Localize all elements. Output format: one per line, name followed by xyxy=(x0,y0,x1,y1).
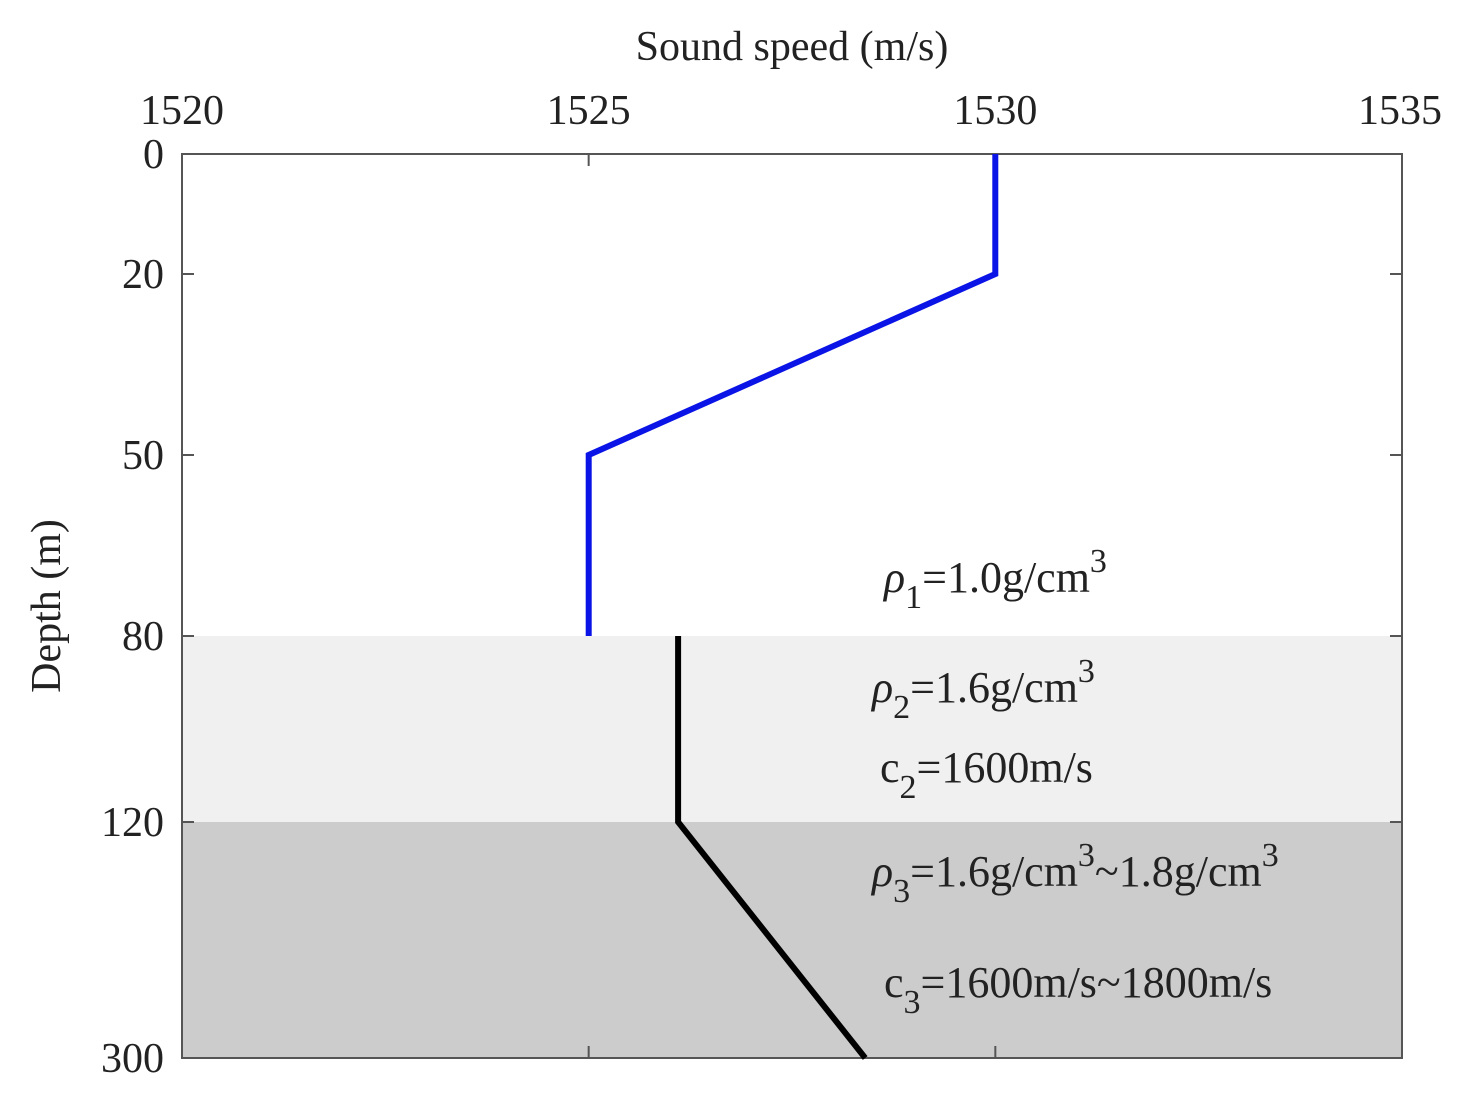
x-tick-label: 1520 xyxy=(140,88,224,134)
x-tick-label: 1535 xyxy=(1358,88,1442,134)
y-tick-labels: 0 20 50 80 120 300 xyxy=(101,132,164,1082)
annotation-rho3: ρ3=1.6g/cm3~1.8g/cm3 xyxy=(870,837,1279,910)
x-tick-labels: 1520 1525 1530 1535 xyxy=(140,88,1442,134)
y-tick-label: 50 xyxy=(122,433,164,479)
annotation-c3: c3=1600m/s~1800m/s xyxy=(884,958,1272,1021)
water-sound-speed-line xyxy=(585,154,999,636)
layer-band-2 xyxy=(182,636,1402,822)
axis-ticks xyxy=(181,153,1403,1059)
sediment-sound-speed-line xyxy=(675,636,868,1060)
x-tick-label: 1530 xyxy=(953,88,1037,134)
annotation-c2: c2=1600m/s xyxy=(880,743,1093,806)
x-tick-label: 1525 xyxy=(547,88,631,134)
y-tick-label: 20 xyxy=(122,252,164,298)
annotation-rho2: ρ2=1.6g/cm3 xyxy=(870,653,1095,726)
annotation-rho1: ρ1=1.0g/cm3 xyxy=(882,543,1107,616)
sediment-layers xyxy=(182,636,1402,1058)
y-tick-label: 300 xyxy=(101,1036,164,1082)
y-tick-label: 120 xyxy=(101,800,164,846)
plot-frame xyxy=(181,153,1403,1059)
y-tick-label: 0 xyxy=(143,132,164,178)
series-lines xyxy=(585,154,999,1060)
y-axis-title: Depth (m) xyxy=(24,519,70,693)
x-axis-title: Sound speed (m/s) xyxy=(636,24,949,70)
layer-band-3 xyxy=(182,822,1402,1058)
y-tick-label: 80 xyxy=(122,614,164,660)
layer-annotations: ρ1=1.0g/cm3 ρ2=1.6g/cm3 c2=1600m/s ρ3=1.6g/… xyxy=(870,543,1279,1021)
